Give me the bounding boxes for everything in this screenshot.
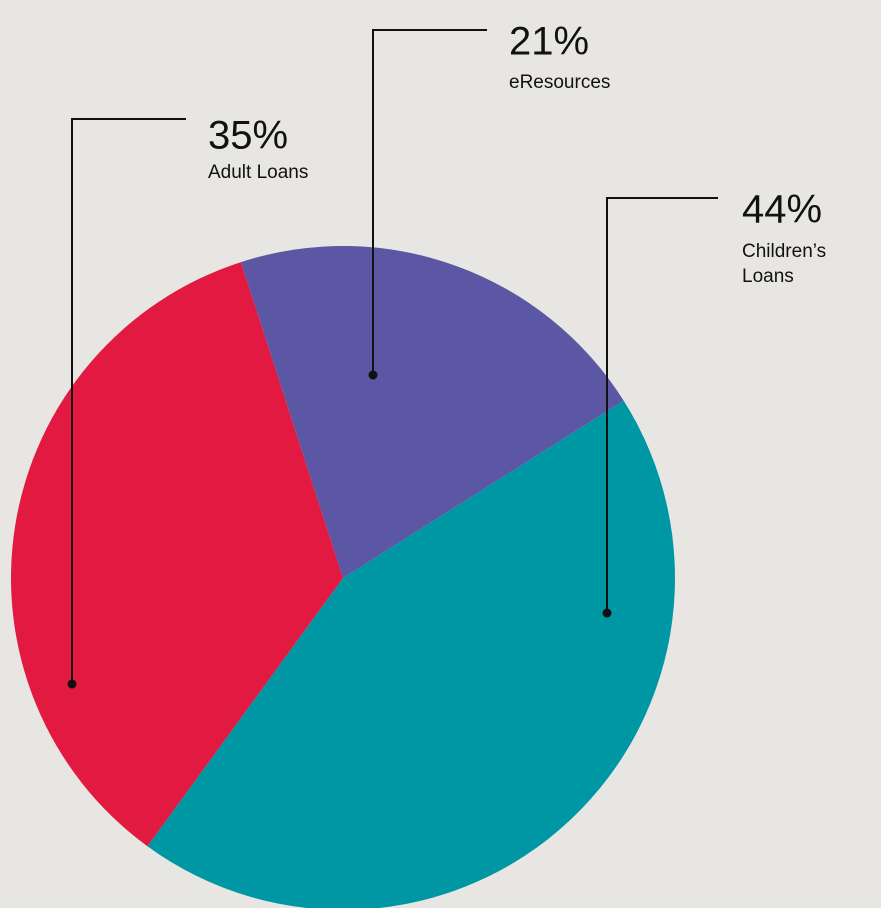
slice-annotations: 44% Children’s Loans 35% Adult Loans 21% eReso… <box>67 20 826 689</box>
category-label-children-s-loans-line-2: Loans <box>742 266 794 287</box>
pie-slice-children-s-loans <box>147 400 675 908</box>
pie-slice-eresources <box>240 246 624 578</box>
leader-dot-children-s-loans <box>602 608 612 618</box>
leader-dot-eresources <box>368 370 378 380</box>
percent-label-adult-loans: 35% <box>208 114 288 158</box>
category-label-eresources: eResources <box>509 72 610 93</box>
percent-label-children-s-loans: 44% <box>742 188 822 232</box>
leader-dot-adult-loans <box>67 679 77 689</box>
category-label-adult-loans: Adult Loans <box>208 162 308 183</box>
category-label-children-s-loans-line-1: Children’s <box>742 241 826 262</box>
pie-slice-adult-loans <box>11 262 344 847</box>
leader-line-eresources <box>372 29 487 375</box>
pie-slices <box>11 246 675 908</box>
leader-line-adult-loans <box>71 118 186 684</box>
percent-label-eresources: 21% <box>509 20 589 64</box>
leader-line-children-s-loans <box>606 197 718 613</box>
